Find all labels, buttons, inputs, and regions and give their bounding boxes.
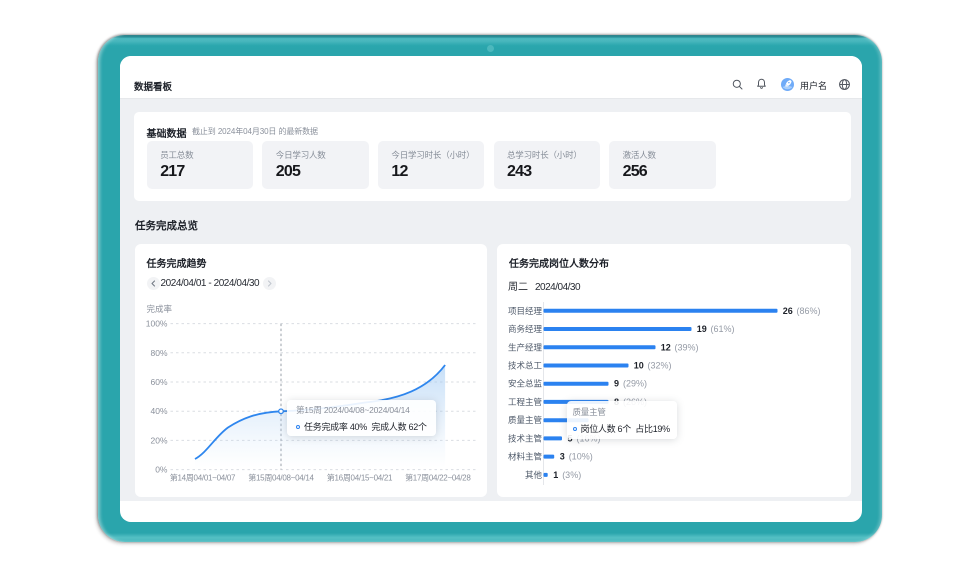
svg-text:40%: 40% xyxy=(150,406,167,416)
svg-text:80%: 80% xyxy=(150,348,167,358)
svg-text:(3%): (3%) xyxy=(562,470,581,480)
svg-text:(86%): (86%) xyxy=(797,306,821,316)
svg-text:10: 10 xyxy=(634,361,644,371)
svg-text:12: 12 xyxy=(661,342,671,352)
svg-text:60%: 60% xyxy=(150,377,167,387)
svg-text:26: 26 xyxy=(783,306,793,316)
svg-text:第15周04/08~04/14: 第15周04/08~04/14 xyxy=(248,473,314,483)
svg-text:技术总工: 技术总工 xyxy=(508,361,543,371)
svg-text:100%: 100% xyxy=(145,319,167,329)
svg-text:质量主管: 质量主管 xyxy=(508,415,542,425)
svg-text:第14周04/01~04/07: 第14周04/01~04/07 xyxy=(169,473,235,483)
svg-text:第17周04/22~04/28: 第17周04/22~04/28 xyxy=(405,473,471,483)
svg-text:材料主管: 材料主管 xyxy=(508,452,542,462)
svg-text:项目经理: 项目经理 xyxy=(508,306,543,316)
svg-text:19: 19 xyxy=(697,324,707,334)
svg-text:工程主管: 工程主管 xyxy=(508,397,542,407)
svg-text:20%: 20% xyxy=(150,435,167,445)
svg-text:0%: 0% xyxy=(155,465,168,475)
svg-text:(39%): (39%) xyxy=(675,342,699,352)
svg-text:商务经理: 商务经理 xyxy=(508,324,543,334)
svg-text:第16周04/15~04/21: 第16周04/15~04/21 xyxy=(326,473,392,483)
svg-text:安全总监: 安全总监 xyxy=(508,379,543,389)
svg-text:其他: 其他 xyxy=(525,470,543,480)
svg-text:(61%): (61%) xyxy=(711,324,735,334)
svg-text:1: 1 xyxy=(553,470,558,480)
svg-text:9: 9 xyxy=(614,379,619,389)
svg-text:(10%): (10%) xyxy=(569,452,593,462)
svg-text:技术主管: 技术主管 xyxy=(508,433,542,443)
svg-text:(29%): (29%) xyxy=(623,379,647,389)
svg-text:3: 3 xyxy=(560,452,565,462)
svg-text:(32%): (32%) xyxy=(648,361,672,371)
svg-text:生产经理: 生产经理 xyxy=(508,342,543,352)
